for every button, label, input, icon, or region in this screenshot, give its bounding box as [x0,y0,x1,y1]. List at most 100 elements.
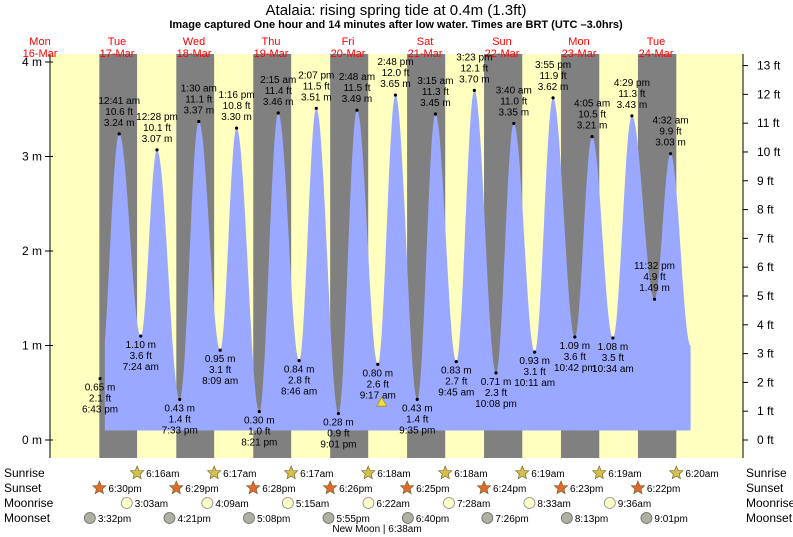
extreme-label: 2:48 pm [377,57,413,68]
extreme-label: 1.09 m [560,341,591,352]
extreme-point [573,335,577,339]
extreme-label: 2:15 am [260,75,296,86]
extreme-label: 3:40 am [496,85,532,96]
extreme-label: 3.62 m [538,82,569,93]
moonrise-icon [120,497,133,509]
extreme-label: 0.95 m [205,354,236,365]
y-tick-label-ft: 6 ft [757,260,774,274]
extreme-label: 11.5 ft [343,83,370,94]
chart-subtitle: Image captured One hour and 14 minutes a… [169,19,623,31]
extreme-label: 4:32 am [652,116,688,127]
extreme-label: 0.43 m [402,403,433,414]
sunset-time: 6:30pm [108,484,141,495]
extreme-label: 0.43 m [164,403,195,414]
day-label-dow: Sat [417,36,434,48]
extreme-label: 3.21 m [577,121,608,132]
extreme-label: 11.3 ft [422,87,449,98]
extreme-label: 10:11 am [514,378,555,389]
sunset-time: 6:22pm [647,484,680,495]
moonrise-icon [603,497,616,509]
extreme-point [336,411,341,416]
extreme-point [234,126,239,130]
y-tick-label-ft: 0 ft [757,433,774,447]
moonset-icon [640,512,653,524]
y-tick-label-m: 4 m [22,55,42,69]
y-tick-label-ft: 1 ft [757,404,774,418]
extreme-point [376,362,380,366]
sunrise-star-icon [591,465,607,480]
moonset-icon [322,512,335,524]
extreme-label: 3.43 m [617,100,648,111]
day-label-dow: Wed [183,36,205,48]
moonrise-time: 9:36am [618,499,651,510]
extreme-label: 12:28 pm [136,112,178,123]
extreme-label: 8:21 pm [241,438,277,449]
extreme-point [257,410,261,414]
extreme-label: 0.84 m [284,365,315,376]
new-moon-label: New Moon | 6:38am [332,524,421,535]
extreme-point [611,336,615,340]
extreme-point [297,359,301,363]
tide-curve-area [104,90,691,431]
day-label-dow: Fri [342,36,355,48]
y-tick-label-ft: 9 ft [757,174,774,188]
sunset-star-icon [630,480,646,495]
extreme-label: 3.37 m [184,106,215,117]
extreme-point [314,106,318,110]
extreme-label: 0.80 m [362,368,393,379]
extreme-label: 10.5 ft [578,110,606,121]
extreme-point [494,371,498,375]
extreme-label: 11.9 ft [540,71,567,82]
extreme-label: 10:34 am [592,364,634,375]
sunrise-time: 6:19am [531,469,564,480]
extreme-label: 1.10 m [125,340,156,351]
extreme-label: 10:42 pm [554,363,596,374]
sunset-time: 6:29pm [185,484,218,495]
extreme-point [355,108,359,112]
y-tick-label-ft: 5 ft [757,289,774,303]
extreme-label: 11.5 ft [303,81,330,92]
extreme-point [178,397,182,401]
extreme-label: 3.51 m [301,92,332,103]
moonset-time: 5:08pm [257,514,290,525]
extreme-label: 11.3 ft [618,89,645,100]
y-tick-label-ft: 3 ft [757,347,774,361]
sunrise-time: 6:17am [300,469,333,480]
moonset-time: 5:55pm [336,514,369,525]
sunset-time: 6:23pm [570,484,603,495]
moonset-icon [243,512,255,524]
extreme-label: 9:17 am [360,390,396,401]
sunrise-star-icon [668,465,684,480]
moonset-icon [401,512,414,524]
moonrise-time: 3:03am [135,499,168,510]
extreme-label: 4:05 am [574,99,610,110]
moonrise-icon [443,497,455,509]
sunrise-time: 6:20am [685,469,718,480]
sunrise-row-label-right: Sunrise [746,466,787,480]
moonrise-icon [362,497,375,509]
extreme-label: 1.49 m [639,283,670,294]
extreme-point [533,350,537,354]
extreme-point [393,93,398,97]
y-tick-label-ft: 13 ft [757,59,781,73]
extreme-label: 3:15 am [417,76,453,87]
moonset-time: 9:01pm [654,514,687,525]
extreme-label: 11:32 pm [634,261,675,272]
extreme-label: 3.46 m [263,97,294,108]
moonset-icon [560,512,573,524]
sunset-star-icon [91,480,107,495]
sunrise-star-icon [129,465,145,480]
y-tick-label-m: 0 m [22,433,42,447]
extreme-label: 11.4 ft [265,86,292,97]
extreme-label: 3.65 m [380,79,411,90]
extreme-label: 3.24 m [104,118,135,129]
extreme-label: 3.30 m [221,112,252,123]
extreme-label: 9:45 am [438,388,474,399]
extreme-point [668,152,673,156]
moonset-time: 3:32pm [98,514,131,525]
extreme-point [139,334,143,338]
y-tick-label-ft: 7 ft [757,231,774,245]
sunrise-row-label-left: Sunrise [4,466,45,480]
